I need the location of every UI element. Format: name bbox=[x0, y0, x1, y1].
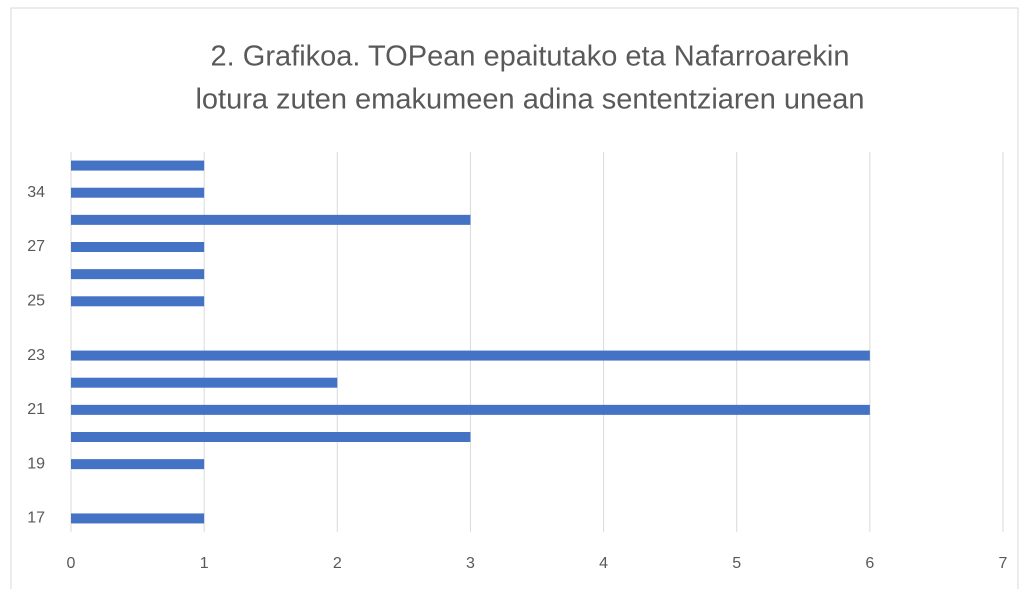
x-tick-label: 1 bbox=[200, 555, 209, 572]
bar bbox=[71, 160, 205, 171]
bar bbox=[71, 296, 205, 307]
chart-title: 2. Grafikoa. TOPean epaitutako eta Nafar… bbox=[211, 41, 850, 73]
x-tick-label: 3 bbox=[466, 555, 475, 572]
y-tick-label: 21 bbox=[27, 401, 45, 418]
y-tick-label: 27 bbox=[27, 238, 45, 255]
bar bbox=[71, 459, 205, 470]
y-tick-label: 17 bbox=[27, 510, 45, 527]
x-tick-label: 4 bbox=[599, 555, 608, 572]
x-tick-label: 7 bbox=[999, 555, 1008, 572]
y-tick-label: 19 bbox=[27, 455, 45, 472]
chart-title: lotura zuten emakumeen adina sententziar… bbox=[195, 84, 864, 116]
x-tick-label: 0 bbox=[67, 555, 76, 572]
x-tick-label: 2 bbox=[333, 555, 342, 572]
x-tick-label: 5 bbox=[732, 555, 741, 572]
bar bbox=[71, 242, 205, 252]
chart-frame bbox=[10, 7, 1019, 589]
x-tick-label: 6 bbox=[865, 555, 874, 572]
bar bbox=[71, 432, 471, 442]
bar bbox=[71, 513, 205, 524]
bar bbox=[71, 187, 205, 198]
bar bbox=[71, 214, 471, 225]
bar bbox=[71, 377, 338, 388]
y-tick-label: 23 bbox=[27, 347, 45, 364]
bar bbox=[71, 269, 205, 280]
bar bbox=[71, 350, 870, 361]
bar bbox=[71, 404, 870, 415]
y-tick-label: 25 bbox=[27, 293, 45, 310]
y-tick-label: 34 bbox=[27, 184, 45, 201]
